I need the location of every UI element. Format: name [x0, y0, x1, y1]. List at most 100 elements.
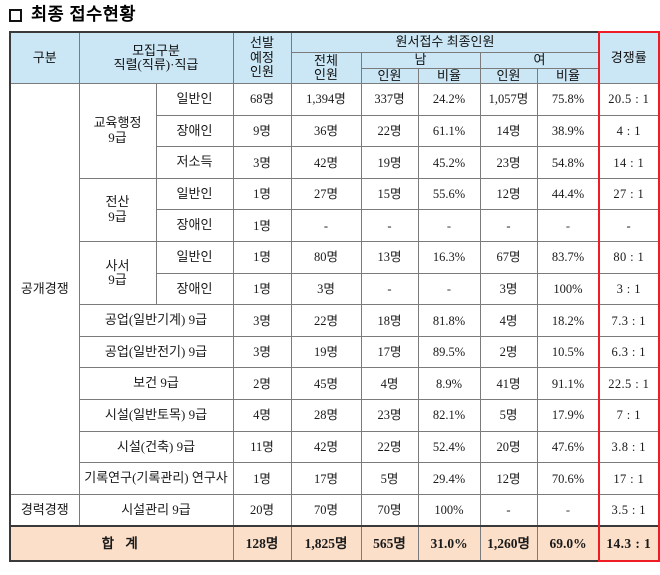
header-male-pct: 비율	[417, 67, 481, 85]
male-count: -	[360, 209, 419, 243]
female-count: 20명	[479, 430, 538, 464]
job-series-group: 교육행정 9급	[78, 83, 157, 179]
job-applicant-type: 일반인	[155, 241, 234, 274]
total-competition-ratio: 14.3 : 1	[598, 525, 660, 562]
male-percent: 45.2%	[417, 146, 481, 179]
job-series-line1: 사서	[105, 257, 130, 273]
female-count: 12명	[479, 462, 538, 495]
competition-ratio: 7 : 1	[598, 399, 660, 432]
header-planned-line2: 예정	[250, 49, 274, 65]
female-percent: 18.2%	[536, 304, 600, 337]
planned-count: 20명	[232, 493, 292, 527]
job-series-line2: 9급	[108, 272, 127, 288]
competition-ratio: -	[598, 209, 660, 243]
table-row: 시설(건축) 9급 11명 42명 22명 52.4% 20명 47.6% 3.8 : 1	[10, 430, 660, 464]
planned-count: 1명	[232, 462, 292, 495]
male-percent: -	[417, 209, 481, 243]
job-applicant-type: 일반인	[155, 83, 234, 116]
female-percent: 38.9%	[536, 114, 600, 148]
female-count: 41명	[479, 367, 538, 401]
female-percent: 44.4%	[536, 177, 600, 211]
female-percent: 54.8%	[536, 146, 600, 179]
competition-ratio: 4 : 1	[598, 114, 660, 148]
table-row: 장애인 9명 36명 22명 61.1% 14명 38.9% 4 : 1	[10, 114, 660, 148]
table-container: 구분 모집구분 직렬(직류)·직급 선발 예정 인원 원서접수 최종인원 경쟁률	[9, 31, 660, 563]
total-applicants: 45명	[290, 367, 362, 401]
table-row: 시설(일반토목) 9급 4명 28명 23명 82.1% 5명 17.9% 7 : 1	[10, 399, 660, 432]
planned-count: 3명	[232, 146, 292, 179]
header-row-1: 구분 모집구분 직렬(직류)·직급 선발 예정 인원 원서접수 최종인원 경쟁률	[9, 31, 660, 85]
header-planned: 선발 예정 인원	[232, 31, 292, 85]
male-percent: -	[417, 272, 481, 306]
female-count: 4명	[479, 304, 538, 337]
job-applicant-type: 장애인	[155, 272, 234, 306]
job-series-line2: 9급	[108, 129, 127, 145]
job-series-group: 전산 9급	[78, 177, 157, 243]
header-male-count: 인원	[360, 67, 419, 85]
header-moonjip: 모집구분 직렬(직류)·직급	[78, 31, 234, 85]
male-count: 23명	[360, 399, 419, 432]
total-female-count: 1,260명	[479, 525, 538, 562]
female-count: 23명	[479, 146, 538, 179]
total-male-percent: 31.0%	[417, 525, 481, 562]
header-planned-line3: 인원	[250, 64, 274, 80]
male-count: 5명	[360, 462, 419, 495]
job-series-group: 사서 9급	[78, 241, 157, 306]
job-title: 보건 9급	[78, 367, 234, 401]
competition-ratio: 3.8 : 1	[598, 430, 660, 464]
header-total-applicants: 전체 인원	[290, 51, 362, 85]
header-row-3: 인원 비율 인원 비율	[10, 67, 659, 85]
female-percent: -	[536, 209, 600, 243]
competition-ratio: 14 : 1	[598, 146, 660, 179]
table-row: 사서 9급 일반인 1명 80명 13명 16.3% 67명 83.7% 80 : 1	[10, 241, 660, 306]
male-percent: 16.3%	[417, 241, 481, 274]
male-percent: 82.1%	[417, 399, 481, 432]
male-percent: 52.4%	[417, 430, 481, 464]
total-applicants: 22명	[290, 304, 362, 337]
competition-ratio: 3 : 1	[598, 272, 660, 306]
planned-count: 1명	[232, 177, 292, 211]
planned-count: 11명	[232, 430, 292, 464]
competition-ratio: 3.5 : 1	[598, 493, 660, 527]
male-count: 4명	[360, 367, 419, 401]
table-row: 저소득 3명 42명 19명 45.2% 23명 54.8% 14 : 1	[10, 146, 660, 179]
total-applicants: 1,394명	[290, 83, 362, 116]
total-row: 합 계 128명 1,825명 565명 31.0% 1,260명 69.0% 14.3 : …	[9, 525, 660, 562]
page-title: 최종 접수현황	[0, 0, 660, 31]
male-count: 22명	[360, 114, 419, 148]
table-row: 보건 9급 2명 45명 4명 8.9% 41명 91.1% 22.5 : 1	[10, 367, 660, 401]
female-percent: 70.6%	[536, 462, 600, 495]
female-percent: 47.6%	[536, 430, 600, 464]
female-count: 2명	[479, 335, 538, 369]
male-count: 18명	[360, 304, 419, 337]
header-planned-line1: 선발	[250, 35, 274, 51]
job-title: 기록연구(기록관리) 연구사	[78, 462, 234, 495]
checkbox-empty-icon	[9, 8, 22, 22]
table-row: 장애인 1명 3명 - -3명 100% 3 : 1	[10, 272, 660, 306]
planned-count: 68명	[232, 83, 292, 116]
table-row: 공개경쟁 교육행정 9급 일반인 68명 1,394명 337명 24.2% 1,057명 75.…	[9, 83, 660, 495]
header-row-2: 전체 인원 남 여	[10, 51, 659, 85]
male-percent: 61.1%	[417, 114, 481, 148]
total-applicants: 42명	[290, 146, 362, 179]
male-count: -	[360, 272, 419, 306]
planned-count: 1명	[232, 209, 292, 243]
male-count: 19명	[360, 146, 419, 179]
job-title: 시설(일반토목) 9급	[78, 399, 234, 432]
competition-ratio: 80 : 1	[598, 241, 660, 274]
header-gubun: 구분	[9, 31, 80, 85]
total-applicants: 1,825명	[290, 525, 362, 562]
competition-ratio: 27 : 1	[598, 177, 660, 211]
header-total-line1: 전체	[314, 52, 338, 68]
total-applicants: -	[290, 209, 362, 243]
table-header: 구분 모집구분 직렬(직류)·직급 선발 예정 인원 원서접수 최종인원 경쟁률	[9, 31, 660, 85]
header-moonjip-line2: 직렬(직류)·직급	[113, 57, 199, 73]
total-label: 합 계	[9, 525, 234, 562]
male-percent: 8.9%	[417, 367, 481, 401]
female-count: 67명	[479, 241, 538, 274]
female-percent: -	[536, 493, 600, 527]
female-percent: 10.5%	[536, 335, 600, 369]
male-count: 17명	[360, 335, 419, 369]
total-applicants: 80명	[290, 241, 362, 274]
table-row: 장애인 1명 - - - - - -	[10, 209, 660, 243]
